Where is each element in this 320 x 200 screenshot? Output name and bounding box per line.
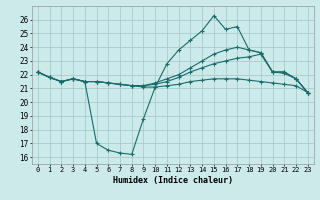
X-axis label: Humidex (Indice chaleur): Humidex (Indice chaleur) bbox=[113, 176, 233, 185]
